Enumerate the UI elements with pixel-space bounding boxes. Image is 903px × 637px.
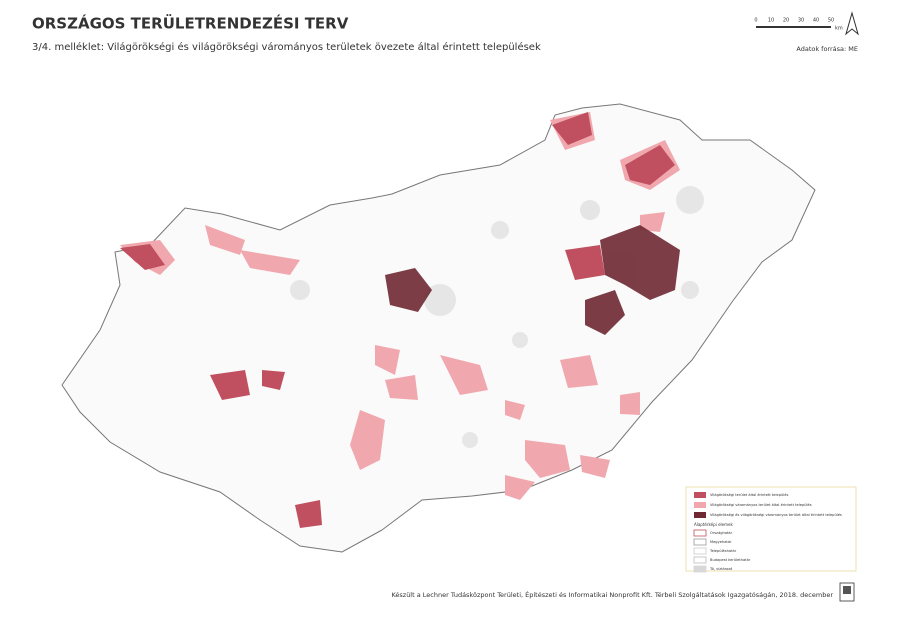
legend-label: Országhatár <box>710 531 733 535</box>
legend-swatch <box>693 547 707 555</box>
legend-swatch <box>694 502 706 508</box>
legend-swatch <box>693 565 707 573</box>
scale-line <box>756 26 831 28</box>
scale-label: 20 <box>783 18 789 24</box>
legend-label: Világörökségi és világörökségi várományo… <box>710 513 842 517</box>
legend-label: Világörökségi terület által érintett tel… <box>710 493 788 497</box>
legend-subtitle: Alaptérképi elemek <box>694 522 733 527</box>
map <box>61 103 816 553</box>
legend-label: Tó, víztározó <box>709 567 732 571</box>
footer: Készült a Lechner Tudásközpont Területi,… <box>391 590 833 599</box>
scale-label: 40 <box>813 18 819 24</box>
qr-code <box>839 582 855 602</box>
scale-label: 50 <box>828 18 834 24</box>
legend-label: Megyehatár <box>710 540 732 544</box>
legend-swatch <box>694 492 706 498</box>
legend: Világörökségi terület által érintett tel… <box>685 486 857 573</box>
title: ORSZÁGOS TERÜLETRENDEZÉSI TERV <box>32 14 349 33</box>
legend-swatch <box>694 512 706 518</box>
north-arrow <box>845 11 859 36</box>
scale-label: 10 <box>768 18 774 24</box>
legend-swatch <box>693 538 707 546</box>
scale-label: 0 <box>754 18 757 24</box>
legend-label: Világörökségi várományos terület által é… <box>710 503 812 507</box>
legend-swatch <box>693 529 707 537</box>
legend-swatch <box>693 556 707 564</box>
legend-label: Budapest kerülethatár <box>710 558 751 562</box>
scale-unit: km <box>835 26 843 32</box>
scale-label: 30 <box>798 18 804 24</box>
subtitle: 3/4. melléklet: Világörökségi és világör… <box>32 41 541 53</box>
legend-label: Településhatár <box>709 549 737 553</box>
source: Adatok forrása: ME <box>796 45 858 53</box>
